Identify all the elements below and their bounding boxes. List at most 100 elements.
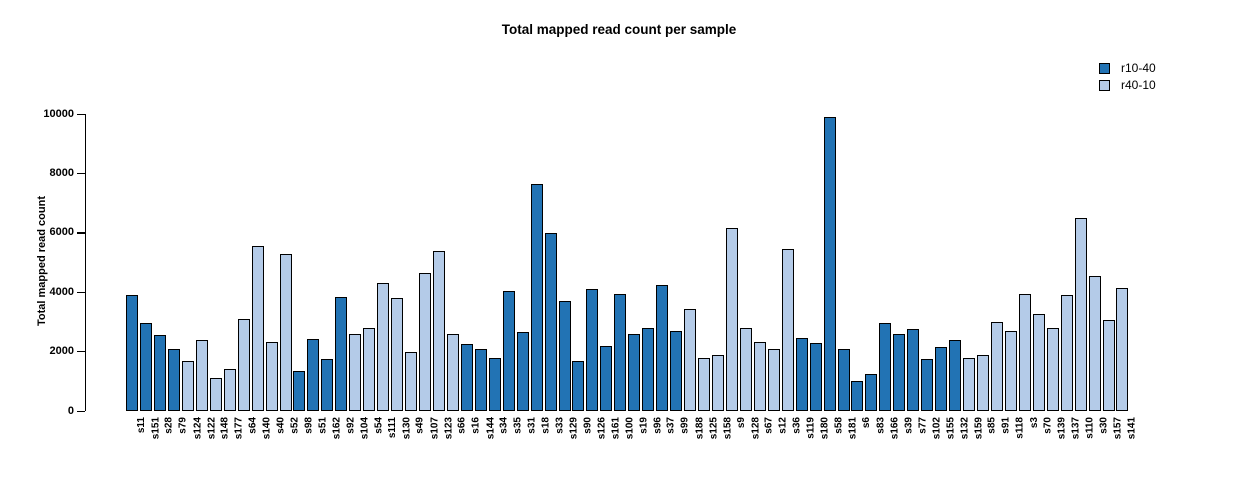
bar bbox=[1102, 320, 1115, 411]
y-axis-line bbox=[85, 114, 87, 411]
bar bbox=[251, 246, 264, 411]
x-tick-label: s54 bbox=[373, 417, 385, 434]
x-tick-label: s166 bbox=[889, 417, 901, 440]
bar bbox=[1004, 331, 1017, 411]
x-tick-label: s96 bbox=[652, 417, 664, 434]
bar bbox=[753, 342, 766, 411]
x-tick-label: s31 bbox=[526, 417, 538, 434]
x-tick-label: s130 bbox=[401, 417, 413, 440]
x-tick-label: s36 bbox=[791, 417, 803, 434]
x-tick-label: s151 bbox=[150, 417, 161, 440]
x-tick-label: s9 bbox=[735, 417, 747, 429]
x-tick-label: s102 bbox=[931, 417, 943, 440]
bar bbox=[851, 381, 864, 411]
bar bbox=[907, 329, 920, 411]
y-tick-mark bbox=[77, 172, 85, 175]
bar bbox=[642, 328, 655, 411]
bar bbox=[558, 301, 571, 411]
x-tick-label: s159 bbox=[973, 417, 984, 440]
x-tick-label: s155 bbox=[945, 417, 957, 440]
x-tick-label: s77 bbox=[917, 417, 929, 434]
legend-item: r10-40 bbox=[1099, 62, 1156, 74]
y-tick-mark bbox=[77, 113, 85, 115]
x-tick-label: s28 bbox=[163, 417, 175, 434]
x-tick-label: s132 bbox=[959, 417, 971, 440]
bar bbox=[432, 251, 445, 411]
bar bbox=[628, 334, 641, 411]
x-tick-label: s49 bbox=[415, 417, 426, 434]
bar bbox=[656, 285, 669, 411]
bar bbox=[711, 355, 724, 411]
bar bbox=[502, 291, 515, 411]
x-tick-label: s16 bbox=[470, 417, 482, 434]
bar bbox=[809, 343, 822, 411]
x-tick-label: s144 bbox=[484, 417, 496, 440]
bar bbox=[195, 340, 208, 411]
x-tick-label: s107 bbox=[429, 417, 440, 440]
legend: r10-40 r40-10 bbox=[1099, 62, 1156, 96]
x-tick-label: s19 bbox=[638, 417, 650, 434]
x-tick-label: s126 bbox=[596, 417, 608, 440]
x-tick-label: s188 bbox=[694, 417, 705, 440]
bar bbox=[823, 117, 836, 411]
x-tick-label: s157 bbox=[1112, 417, 1124, 440]
x-tick-label: s91 bbox=[1000, 417, 1012, 434]
x-tick-label: s40 bbox=[275, 417, 287, 434]
bar bbox=[460, 344, 473, 411]
bar bbox=[140, 323, 152, 411]
bar bbox=[377, 283, 390, 411]
bar bbox=[586, 289, 599, 411]
bar bbox=[279, 254, 292, 411]
bar bbox=[1046, 328, 1059, 411]
bar bbox=[739, 328, 752, 411]
x-tick-label: s92 bbox=[345, 417, 357, 434]
bar bbox=[293, 371, 306, 411]
x-tick-label: s177 bbox=[233, 417, 245, 440]
legend-label: r10-40 bbox=[1121, 61, 1156, 75]
x-tick-label: s180 bbox=[819, 417, 831, 440]
x-tick-label: s67 bbox=[763, 417, 775, 434]
bar bbox=[181, 361, 194, 411]
x-tick-label: s34 bbox=[498, 417, 510, 434]
x-tick-label: s98 bbox=[303, 417, 315, 434]
legend-swatch-icon bbox=[1099, 79, 1110, 91]
x-tick-label: s52 bbox=[289, 417, 301, 434]
y-tick-mark bbox=[77, 291, 85, 294]
bar bbox=[419, 273, 431, 411]
x-tick-label: s70 bbox=[1042, 417, 1054, 434]
x-tick-label: s104 bbox=[359, 417, 371, 440]
y-tick-mark bbox=[77, 410, 85, 412]
x-tick-label: s3 bbox=[1028, 417, 1040, 429]
bar bbox=[153, 335, 166, 411]
bar bbox=[893, 334, 906, 411]
x-tick-label: s161 bbox=[610, 417, 622, 440]
bar bbox=[781, 249, 794, 411]
x-tick-label: s139 bbox=[1056, 417, 1068, 440]
bar bbox=[921, 359, 934, 411]
bar bbox=[405, 352, 417, 411]
x-tick-label: s83 bbox=[875, 417, 887, 434]
x-tick-label: s148 bbox=[219, 417, 231, 440]
bar bbox=[265, 342, 278, 411]
x-tick-label: s181 bbox=[847, 417, 859, 440]
bar bbox=[949, 340, 962, 411]
bar bbox=[977, 355, 989, 411]
bar bbox=[600, 346, 613, 411]
x-tick-label: s119 bbox=[805, 417, 817, 439]
bar bbox=[167, 349, 180, 411]
bar bbox=[349, 334, 362, 411]
bar bbox=[795, 338, 808, 411]
x-tick-label: s99 bbox=[680, 417, 692, 434]
bar bbox=[335, 297, 348, 411]
x-tick-label: s141 bbox=[1126, 417, 1138, 440]
bar bbox=[391, 298, 404, 411]
x-tick-label: s66 bbox=[456, 417, 468, 434]
x-tick-label: s51 bbox=[317, 417, 329, 434]
x-tick-label: s85 bbox=[987, 417, 998, 434]
bar bbox=[530, 184, 543, 411]
bar bbox=[446, 334, 459, 411]
bar bbox=[670, 331, 683, 411]
bar bbox=[1116, 288, 1129, 411]
x-tick-label: s162 bbox=[331, 417, 343, 440]
bar bbox=[1032, 314, 1045, 411]
